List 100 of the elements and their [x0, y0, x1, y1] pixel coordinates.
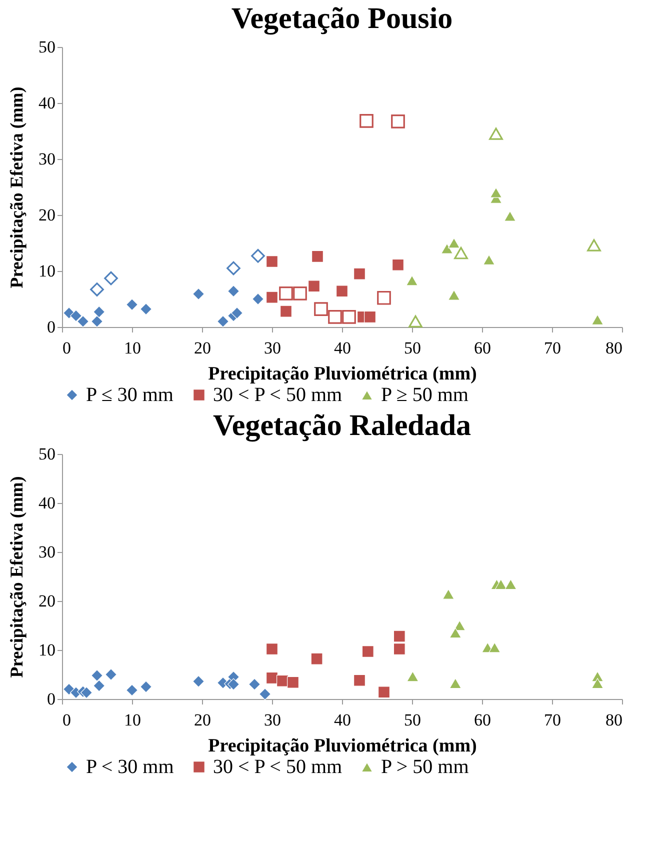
point [77, 315, 89, 328]
point [408, 315, 422, 328]
point [488, 642, 501, 653]
point [228, 285, 240, 298]
point [360, 114, 374, 128]
point [80, 686, 92, 699]
point [354, 674, 366, 686]
x-tick-label: 60 [474, 338, 491, 358]
point [441, 243, 453, 254]
legend-label: 30 < P < 50 mm [213, 756, 342, 778]
point [308, 280, 320, 292]
x-tick-label: 30 [264, 710, 281, 730]
legend-label: P > 50 mm [381, 756, 470, 778]
point [354, 268, 366, 280]
point [454, 246, 468, 260]
point [63, 307, 75, 319]
point [91, 669, 103, 682]
y-tick-label: 20 [38, 206, 56, 224]
point [266, 643, 278, 656]
point [217, 315, 229, 328]
point [228, 678, 240, 690]
point [504, 210, 516, 222]
point [391, 114, 405, 128]
point [248, 678, 260, 690]
point [251, 248, 265, 263]
point [392, 258, 404, 271]
x-tick-label: 50 [404, 710, 421, 730]
point [91, 315, 103, 328]
point [490, 187, 502, 198]
point [266, 291, 278, 304]
x-tick-label: 20 [194, 710, 211, 730]
point [393, 643, 406, 656]
point [259, 688, 271, 700]
point [448, 238, 460, 248]
point [393, 630, 406, 642]
chart-title: Vegetação Pousio [231, 2, 453, 35]
point [592, 314, 604, 325]
point [287, 676, 299, 688]
point [266, 672, 278, 684]
x-tick-label: 80 [606, 710, 622, 730]
point [126, 684, 138, 696]
y-tick-label: 20 [38, 592, 56, 610]
x-tick-label: 40 [334, 710, 351, 730]
y-tick-label: 40 [38, 494, 56, 512]
point [314, 302, 328, 316]
point [90, 282, 104, 296]
point [104, 271, 118, 286]
x-tick-label: 10 [124, 710, 141, 730]
point [448, 290, 460, 300]
point [592, 678, 604, 689]
point [406, 671, 419, 682]
point [93, 680, 106, 692]
point [483, 254, 495, 266]
point [70, 310, 82, 322]
point [336, 285, 348, 298]
y-tick-label: 30 [38, 150, 56, 168]
point [362, 645, 374, 658]
point [364, 310, 376, 323]
point [93, 306, 106, 318]
x-tick-label: 20 [194, 338, 211, 358]
point [406, 275, 418, 286]
point [310, 652, 323, 665]
point [587, 239, 601, 252]
point [293, 286, 307, 300]
point [378, 686, 390, 698]
point [342, 310, 356, 324]
legend-label: P ≥ 50 mm [381, 384, 469, 406]
x-tick-label: 70 [544, 338, 561, 358]
point [504, 579, 517, 590]
point [279, 286, 293, 300]
x-tick-label: 50 [404, 338, 421, 358]
point [126, 298, 138, 311]
point [449, 678, 462, 689]
legend-label: P ≤ 30 mm [86, 384, 174, 406]
x-tick-label: 0 [62, 338, 71, 358]
x-tick-label: 40 [334, 338, 351, 358]
chart-title: Vegetação Raledada [212, 409, 472, 442]
point [494, 579, 507, 590]
point [105, 668, 117, 680]
point [280, 305, 292, 318]
y-tick-label: 10 [38, 262, 56, 280]
point [231, 307, 243, 319]
point [377, 290, 391, 305]
y-axis-title: Precipitação Efetiva (mm) [6, 86, 26, 288]
legend-label: P < 30 mm [86, 756, 174, 778]
x-axis-title: Precipitação Pluviométrica (mm) [208, 364, 477, 384]
y-tick-label: 50 [38, 444, 56, 464]
y-tick-label: 0 [47, 318, 56, 336]
point [252, 293, 264, 305]
point [192, 288, 204, 300]
x-tick-label: 0 [62, 710, 71, 730]
y-tick-label: 30 [38, 542, 56, 562]
point [312, 250, 324, 262]
y-tick-label: 50 [38, 38, 56, 56]
y-axis-title: Precipitação Efetiva (mm) [6, 476, 26, 678]
x-tick-label: 70 [544, 710, 561, 730]
point [449, 628, 462, 638]
point [140, 680, 152, 693]
point [140, 303, 152, 316]
point [266, 255, 278, 268]
